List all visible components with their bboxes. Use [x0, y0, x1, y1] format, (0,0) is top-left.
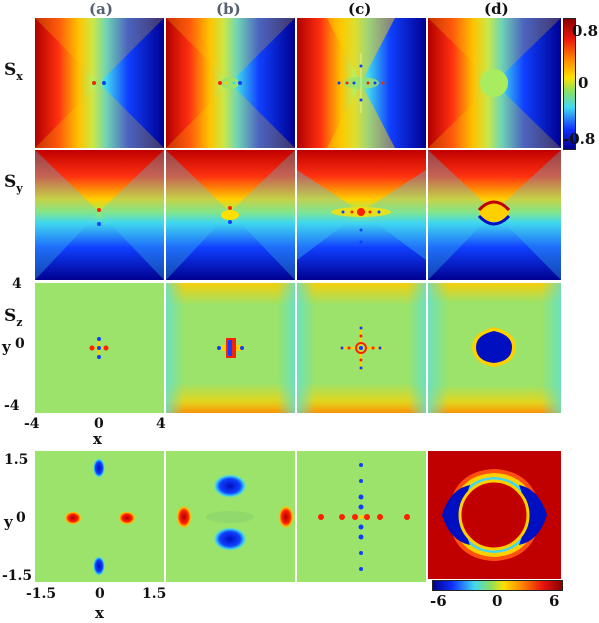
panel-sx-c [297, 18, 426, 148]
panel-zoom-b [166, 451, 295, 582]
x-tick-top-max: 4 [156, 416, 166, 432]
x-axis-label-bottom: x [95, 604, 104, 622]
panel-zoom-a [35, 451, 164, 582]
panel-zoom-c [297, 451, 426, 582]
panel-sy-c [297, 150, 426, 280]
x-tick-bottom-min: -1.5 [26, 586, 57, 602]
panel-sx-b [166, 18, 295, 148]
colorbar-bottom-min: -6 [430, 592, 447, 610]
panel-zoom-d [428, 451, 561, 579]
row-label-sz: Sz [4, 306, 23, 329]
y-axis-label-bottom: y [4, 513, 13, 531]
colorbar-bottom-mid: 0 [492, 592, 503, 610]
colorbar-bottom-max: 6 [549, 592, 560, 610]
y-tick-bottom-max: 1.5 [4, 452, 29, 468]
colorbar-top [563, 18, 576, 150]
panel-sy-d [428, 150, 561, 280]
y-tick-top-min: -4 [4, 398, 20, 414]
colorbar-top-mid: 0 [578, 74, 589, 92]
y-tick-top-max: 4 [12, 276, 22, 292]
x-tick-bottom-max: 1.5 [142, 586, 167, 602]
column-label-c: (c) [348, 0, 372, 18]
column-label-b: (b) [216, 0, 241, 18]
column-label-d: (d) [484, 0, 509, 18]
x-tick-top-mid: 0 [94, 416, 104, 432]
panel-sz-c [297, 283, 426, 413]
panel-sx-d [428, 18, 561, 148]
panel-sz-d [428, 283, 561, 413]
y-tick-bottom-mid: 0 [16, 510, 26, 526]
x-tick-top-min: -4 [24, 416, 40, 432]
column-label-a: (a) [89, 0, 113, 18]
panel-sz-b [166, 283, 295, 413]
x-tick-bottom-mid: 0 [95, 586, 105, 602]
colorbar-top-max: 0.8 [572, 22, 599, 40]
x-axis-label-top: x [93, 430, 102, 448]
panel-sx-a [35, 18, 164, 148]
panel-sz-a [35, 283, 164, 413]
row-label-sx: Sx [4, 60, 23, 83]
y-axis-label-top: y [2, 338, 11, 356]
y-tick-top-mid: 0 [15, 336, 25, 352]
row-label-sy: Sy [4, 172, 23, 195]
panel-sy-a [35, 150, 164, 280]
y-tick-bottom-min: -1.5 [2, 568, 33, 584]
colorbar-bottom [432, 580, 563, 591]
panel-sy-b [166, 150, 295, 280]
colorbar-top-min: -0.8 [563, 130, 596, 148]
